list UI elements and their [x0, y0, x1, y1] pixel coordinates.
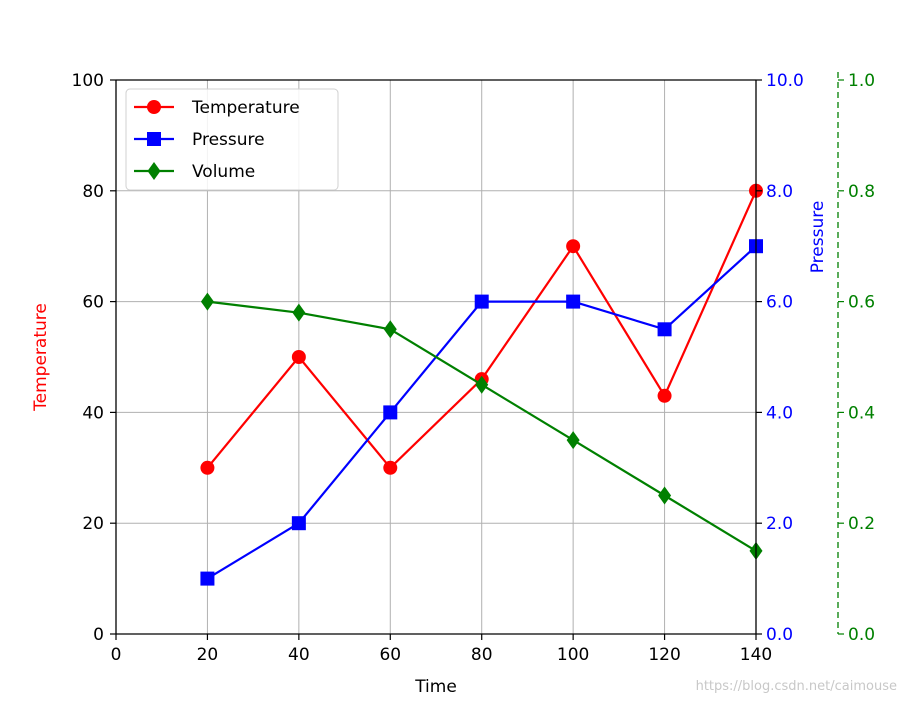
watermark-text: https://blog.csdn.net/caimouse	[696, 679, 897, 694]
left-y-tick-label: 100	[72, 71, 104, 91]
legend-label: Pressure	[192, 130, 265, 150]
pressure-point	[657, 322, 672, 337]
inner-right-y-tick-label: 0.0	[766, 625, 793, 645]
inner-right-y-tick-label: 6.0	[766, 293, 793, 313]
pressure-point	[383, 405, 398, 420]
legend-box	[125, 88, 339, 191]
pressure-point	[291, 516, 306, 531]
x-tick-label: 0	[111, 645, 122, 665]
outer-right-y-tick-label: 0.2	[848, 514, 875, 534]
volume-point	[292, 303, 306, 322]
outer-right-y-tick-label: 0.6	[848, 293, 875, 313]
legend-label: Volume	[192, 162, 255, 182]
inner-right-y-tick-label: 4.0	[766, 403, 793, 423]
left-y-tick-label: 80	[82, 182, 104, 202]
inner-right-y-axis-label: Pressure	[808, 201, 828, 274]
left-y-tick-label: 0	[93, 625, 104, 645]
legend-marker	[147, 100, 161, 114]
left-y-tick-label: 60	[82, 293, 104, 313]
inner-right-y-tick-label: 2.0	[766, 514, 793, 534]
x-tick-label: 40	[288, 645, 310, 665]
outer-right-y-tick-label: 0.4	[848, 403, 875, 423]
left-y-tick-label: 20	[82, 514, 104, 534]
pressure-point	[474, 294, 489, 309]
outer-right-y-tick-label: 0.0	[848, 625, 875, 645]
legend-item-volume: Volume	[134, 162, 255, 182]
x-tick-label: 140	[740, 645, 772, 665]
axes-layer: 0 20 40 60 80 100 120 140 Time 0 20 40 60 80 100 Temper…	[31, 71, 875, 697]
left-y-axis-label: Temperature	[31, 303, 51, 412]
left-y-tick-label: 40	[82, 403, 104, 423]
x-tick-label: 20	[197, 645, 219, 665]
pressure-point	[200, 571, 215, 586]
volume-point	[658, 486, 672, 505]
volume-point	[200, 292, 214, 311]
outer-right-y-tick-label: 0.8	[848, 182, 875, 202]
inner-right-y-tick-label: 10.0	[766, 71, 804, 91]
x-tick-label: 100	[557, 645, 589, 665]
legend-item-pressure: Pressure	[134, 130, 265, 150]
legend-marker	[147, 132, 161, 146]
temperature-point	[383, 460, 398, 475]
x-axis-label: Time	[414, 677, 457, 697]
x-tick-label: 120	[648, 645, 680, 665]
volume-point	[475, 375, 489, 394]
temperature-point	[291, 350, 306, 364]
legend-layer: Temperature Pressure Volume	[125, 88, 339, 191]
inner-right-y-tick-label: 8.0	[766, 182, 793, 202]
temperature-point	[200, 460, 215, 475]
temperature-point	[566, 239, 581, 254]
volume-point	[566, 431, 580, 450]
outer-right-y-tick-label: 1.0	[848, 71, 875, 91]
legend-item-temperature: Temperature	[134, 98, 300, 118]
volume-point	[383, 320, 397, 339]
x-tick-label: 60	[379, 645, 401, 665]
legend-label: Temperature	[191, 98, 300, 118]
temperature-point	[657, 388, 672, 403]
legend-marker	[147, 162, 161, 180]
x-tick-label: 80	[471, 645, 493, 665]
pressure-point	[566, 294, 581, 309]
